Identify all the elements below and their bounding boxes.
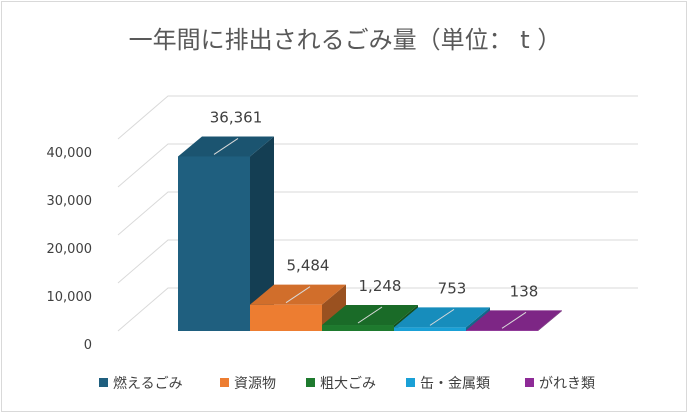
legend-swatch: [306, 378, 315, 387]
bar-leader-line: [285, 286, 311, 304]
bar-leader-line: [501, 311, 527, 329]
bar-front-face: [250, 304, 322, 331]
y-tick-label: 10,000: [47, 290, 93, 305]
bar-side-face: [538, 310, 562, 331]
data-label: 1,248: [359, 277, 402, 295]
legend-swatch: [99, 378, 108, 387]
legend-item: 資源物: [220, 376, 276, 392]
data-label: 36,361: [210, 108, 263, 126]
data-labels: 36,361 5,484 1,248 753 138: [210, 108, 539, 300]
data-label: 5,484: [287, 257, 330, 275]
legend-label: 資源物: [234, 376, 276, 392]
legend-label: 粗大ごみ: [320, 376, 376, 392]
gridline-0: [117, 287, 638, 332]
legend-label: 燃えるごみ: [113, 375, 183, 392]
bar-0: [178, 136, 274, 331]
legend-label: 缶・金属類: [420, 376, 490, 392]
gridline-1: [117, 239, 638, 284]
gridline-4: [117, 95, 638, 140]
bar-side-face: [322, 284, 346, 331]
bar-side-face: [466, 307, 490, 331]
legend-swatch: [220, 378, 229, 387]
bar-front-face: [466, 330, 538, 331]
legend-label: がれき類: [539, 376, 595, 392]
legend-swatch: [525, 378, 534, 387]
legend-swatch: [406, 378, 415, 387]
data-label: 138: [510, 282, 539, 300]
data-label: 753: [438, 279, 467, 297]
bar-front-face: [178, 156, 250, 331]
bar-leader-line: [429, 308, 455, 326]
legend-item: がれき類: [525, 376, 595, 392]
y-tick-label: 20,000: [47, 242, 93, 257]
bar-leader-line: [213, 138, 239, 155]
legend-item: 燃えるごみ: [99, 375, 183, 392]
bar-leader-line: [357, 306, 383, 324]
bars: [178, 136, 562, 331]
bar-side-face: [250, 136, 274, 331]
gridlines: [117, 95, 638, 332]
legend-item: 缶・金属類: [406, 376, 490, 392]
bar-3: [394, 307, 490, 331]
bar-front-face: [394, 327, 466, 331]
bar-front-face: [322, 325, 394, 331]
y-tick-label: 30,000: [47, 194, 93, 209]
legend-item: 粗大ごみ: [306, 376, 376, 392]
bar-4: [466, 310, 562, 331]
y-tick-label: 40,000: [47, 146, 93, 161]
y-tick-label: 0: [84, 338, 92, 353]
bar-1: [250, 284, 346, 331]
legend: 燃えるごみ 資源物 粗大ごみ 缶・金属類 がれき類: [99, 375, 595, 392]
y-axis: 0 10,000 20,000 30,000 40,000: [47, 146, 93, 353]
gridline-3: [117, 143, 638, 188]
chart-title: 一年間に排出されるごみ量（単位： t ）: [129, 26, 562, 54]
gridline-2: [117, 191, 638, 236]
